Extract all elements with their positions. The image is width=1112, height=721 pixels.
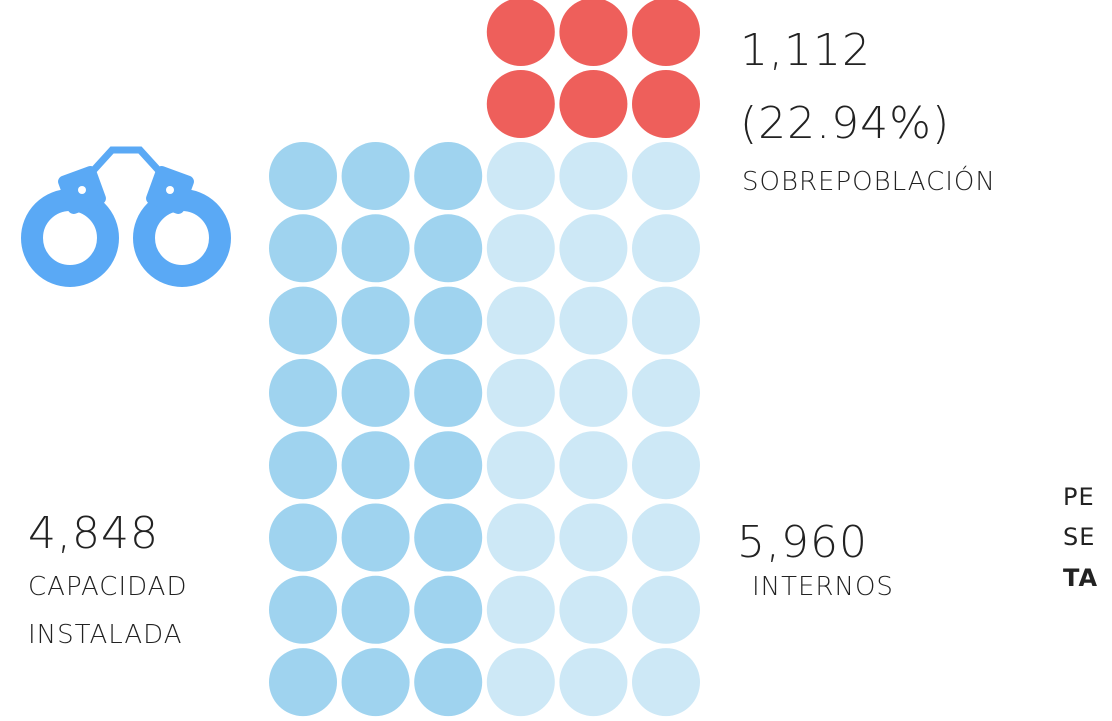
inmates-label: INTERNOS [752, 572, 894, 602]
dot [414, 142, 483, 210]
dot [486, 142, 555, 210]
dot [632, 0, 700, 66]
dot [559, 142, 628, 210]
keyhole [166, 186, 174, 194]
capacity-label: CAPACIDAD [28, 572, 187, 602]
dot [632, 575, 700, 644]
dot [414, 431, 483, 500]
dot [414, 286, 483, 355]
dot [559, 648, 628, 717]
dot [559, 431, 628, 500]
dot [632, 214, 700, 283]
overpopulation-value: 1,112 [740, 25, 871, 76]
dot [559, 0, 628, 66]
dot [269, 575, 337, 644]
inmates-value: 5,960 [737, 517, 868, 568]
dot [632, 648, 700, 717]
dot [269, 214, 337, 283]
dot [632, 431, 700, 500]
dot [341, 286, 410, 355]
dot [632, 142, 700, 210]
dot [341, 358, 410, 427]
dot [632, 70, 700, 138]
dot [486, 0, 555, 66]
dot [486, 70, 555, 138]
dot [559, 575, 628, 644]
dot [486, 286, 555, 355]
capacity-value: 4,848 [28, 508, 159, 559]
dot [269, 431, 337, 500]
dot [486, 431, 555, 500]
dot [559, 214, 628, 283]
dot [414, 358, 483, 427]
dot [486, 214, 555, 283]
dot [559, 503, 628, 572]
dot [341, 431, 410, 500]
dot [559, 358, 628, 427]
side-text: SE [1063, 523, 1095, 551]
dot [269, 503, 337, 572]
dot [486, 503, 555, 572]
dot [414, 503, 483, 572]
dot [341, 648, 410, 717]
dot [341, 214, 410, 283]
dot [341, 503, 410, 572]
dot-grid [269, 0, 700, 717]
chain [89, 146, 163, 175]
dot [559, 286, 628, 355]
dot [341, 575, 410, 644]
dot [414, 648, 483, 717]
handcuffs-icon [21, 146, 231, 287]
dot [269, 142, 337, 210]
dot [341, 142, 410, 210]
dot [414, 575, 483, 644]
dot [269, 358, 337, 427]
overpopulation-label: SOBREPOBLACIÓN [742, 165, 996, 197]
dot [632, 503, 700, 572]
overpopulation-percent: (22.94%) [740, 98, 950, 149]
dot [269, 648, 337, 717]
dot [486, 575, 555, 644]
dot [486, 358, 555, 427]
side-text: TA [1063, 564, 1098, 592]
dot [414, 214, 483, 283]
side-text: PE [1063, 483, 1095, 511]
dot [486, 648, 555, 717]
dot [632, 286, 700, 355]
dot [269, 286, 337, 355]
dot [632, 358, 700, 427]
capacity-label: INSTALADA [28, 620, 183, 650]
keyhole [78, 186, 86, 194]
dot [559, 70, 628, 138]
